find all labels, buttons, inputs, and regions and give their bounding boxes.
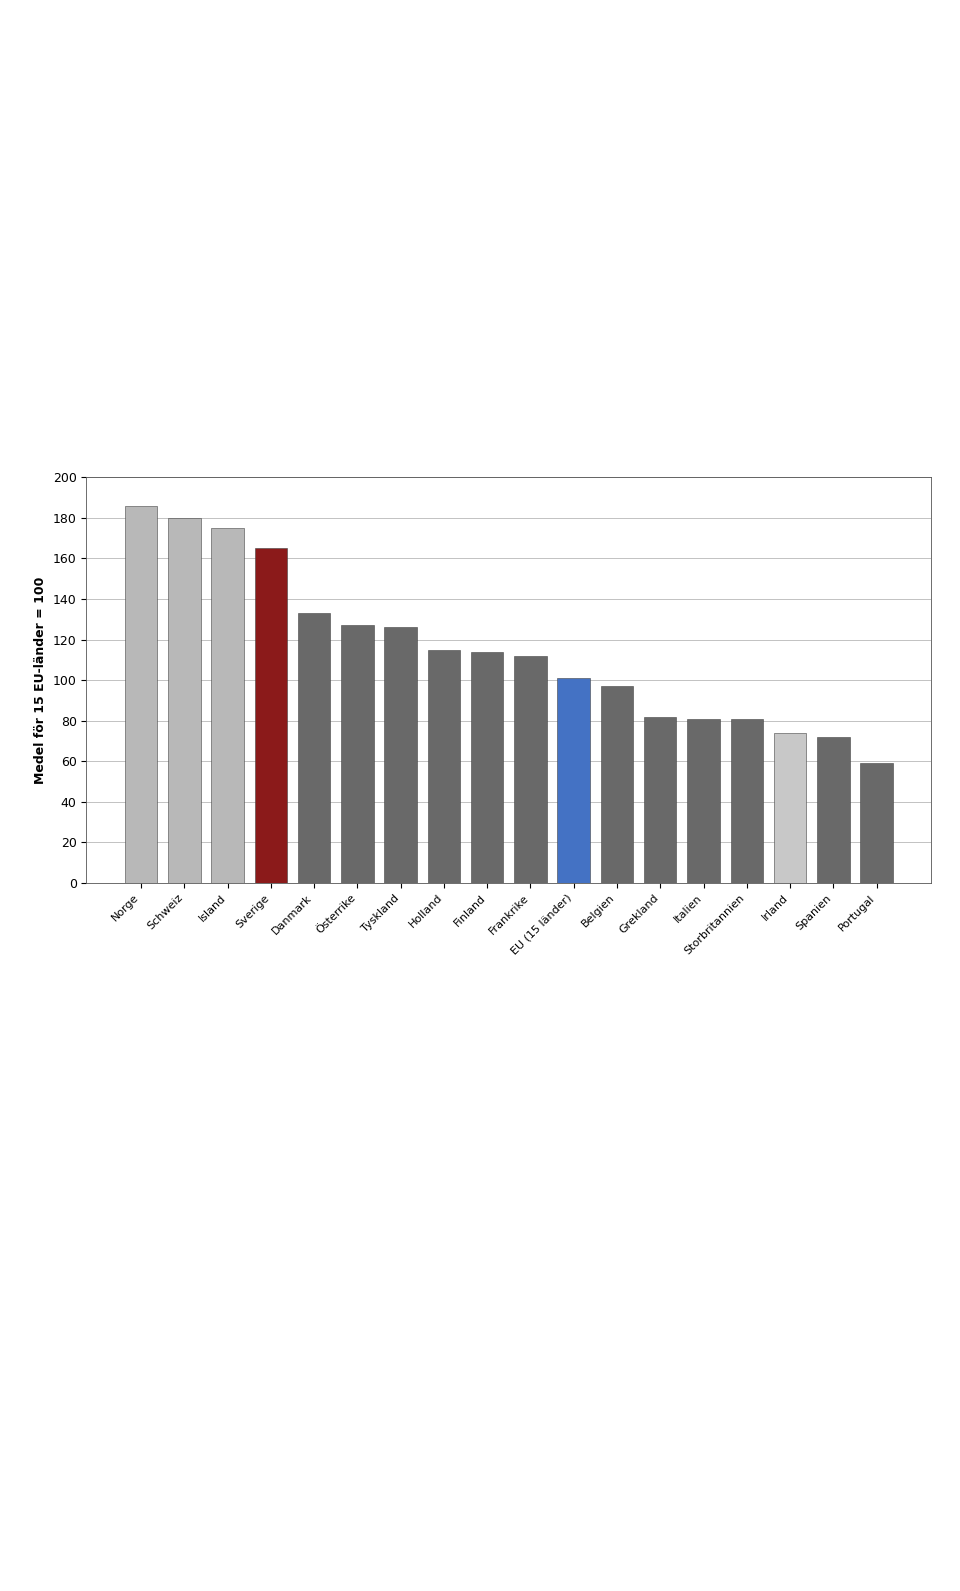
Bar bbox=[558, 678, 590, 883]
Bar bbox=[817, 737, 850, 883]
Bar bbox=[731, 719, 763, 883]
Bar bbox=[471, 652, 503, 883]
Bar bbox=[601, 686, 634, 883]
Bar bbox=[515, 655, 546, 883]
Bar bbox=[860, 764, 893, 883]
Bar bbox=[298, 613, 330, 883]
Bar bbox=[427, 649, 460, 883]
Bar bbox=[125, 506, 157, 883]
Y-axis label: Medel för 15 EU-länder = 100: Medel för 15 EU-länder = 100 bbox=[35, 576, 47, 784]
Bar bbox=[211, 528, 244, 883]
Bar bbox=[341, 625, 373, 883]
Bar bbox=[774, 733, 806, 883]
Bar bbox=[168, 519, 201, 883]
Bar bbox=[384, 627, 417, 883]
Bar bbox=[687, 719, 720, 883]
Bar bbox=[644, 716, 677, 883]
Bar bbox=[254, 549, 287, 883]
